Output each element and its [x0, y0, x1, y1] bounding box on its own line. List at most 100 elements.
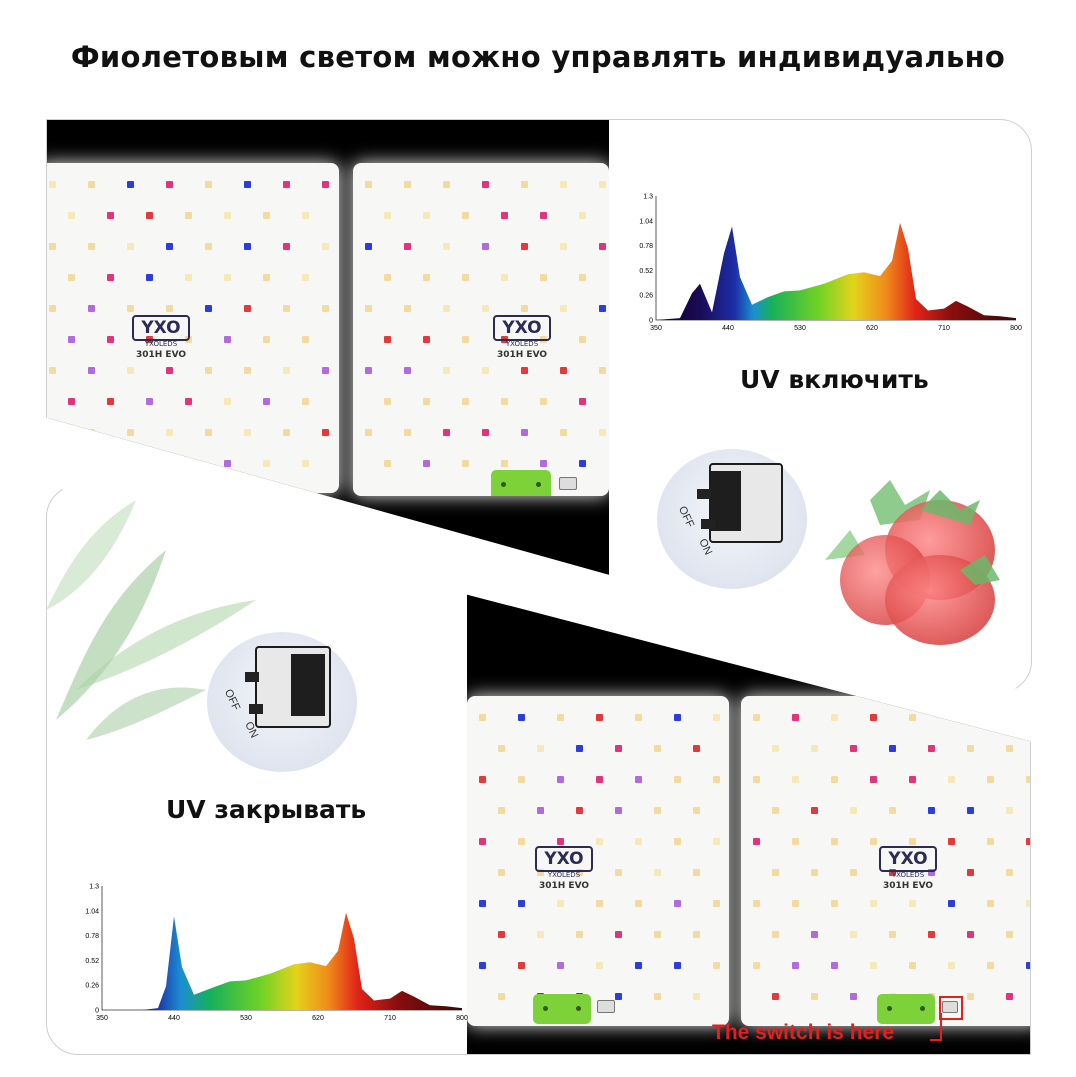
- led-chip: [501, 398, 508, 405]
- led-chip: [479, 900, 486, 907]
- led-chip: [146, 460, 153, 467]
- led-chip: [560, 429, 567, 436]
- led-chip: [576, 869, 583, 876]
- led-chip: [967, 931, 974, 938]
- led-chip: [244, 429, 251, 436]
- led-chip: [967, 993, 974, 1000]
- board-model: 301H EVO: [135, 350, 187, 360]
- led-chip: [693, 931, 700, 938]
- led-chip: [967, 745, 974, 752]
- led-chip: [948, 962, 955, 969]
- led-chip: [384, 460, 391, 467]
- spectrum-area: [102, 912, 462, 1010]
- switch-icon: [597, 1000, 615, 1013]
- led-chip: [107, 212, 114, 219]
- led-chip: [792, 776, 799, 783]
- x-tick-label: 440: [168, 1015, 180, 1022]
- led-chip: [889, 807, 896, 814]
- led-chip: [850, 931, 857, 938]
- led-chip: [772, 745, 779, 752]
- led-chip: [792, 962, 799, 969]
- led-chip: [753, 776, 760, 783]
- led-chip: [635, 838, 642, 845]
- led-chip: [674, 900, 681, 907]
- led-chip: [49, 429, 56, 436]
- switch-icon: [559, 477, 577, 490]
- led-chip: [772, 807, 779, 814]
- led-chip: [498, 931, 505, 938]
- led-chip: [205, 181, 212, 188]
- led-chip: [850, 807, 857, 814]
- led-chip: [772, 869, 779, 876]
- led-chip: [302, 274, 309, 281]
- y-tick-label: 0.78: [85, 933, 99, 940]
- led-chip: [107, 336, 114, 343]
- led-chip: [521, 429, 528, 436]
- board-logo: YXO: [493, 315, 551, 341]
- led-chip: [693, 869, 700, 876]
- led-chip: [462, 212, 469, 219]
- led-chip: [599, 367, 606, 374]
- led-chip: [68, 398, 75, 405]
- led-chip: [615, 745, 622, 752]
- led-chip: [443, 305, 450, 312]
- led-chip: [615, 931, 622, 938]
- x-tick-label: 710: [938, 325, 950, 332]
- led-chip: [205, 367, 212, 374]
- led-chip: [967, 869, 974, 876]
- led-chip: [987, 714, 994, 721]
- led-chip: [244, 181, 251, 188]
- led-chip: [443, 243, 450, 250]
- led-chip: [498, 807, 505, 814]
- led-chip: [322, 429, 329, 436]
- led-chip: [518, 900, 525, 907]
- led-chip: [283, 181, 290, 188]
- led-chip: [127, 243, 134, 250]
- y-tick-label: 1.04: [85, 908, 99, 915]
- x-tick-label: 530: [240, 1015, 252, 1022]
- led-chip: [596, 838, 603, 845]
- led-chip: [693, 745, 700, 752]
- led-chip: [831, 900, 838, 907]
- pointer-arrow-icon: [930, 1039, 942, 1041]
- uv-switch-housing: [877, 994, 935, 1024]
- led-chip: [88, 305, 95, 312]
- led-chip: [68, 274, 75, 281]
- led-chip: [560, 305, 567, 312]
- board-brand: YXOLEDS: [891, 871, 925, 879]
- led-chip: [987, 900, 994, 907]
- led-chip: [870, 838, 877, 845]
- led-chip: [654, 931, 661, 938]
- board-model: 301H EVO: [882, 881, 934, 891]
- led-chip: [560, 367, 567, 374]
- led-chip: [909, 838, 916, 845]
- led-chip: [205, 429, 212, 436]
- led-chip: [948, 900, 955, 907]
- uv-on-label: UV включить: [740, 365, 929, 394]
- led-chip: [831, 838, 838, 845]
- led-chip: [88, 181, 95, 188]
- x-tick-label: 710: [384, 1015, 396, 1022]
- led-chip: [693, 993, 700, 1000]
- led-chip: [205, 305, 212, 312]
- led-chip: [482, 243, 489, 250]
- led-chip: [384, 398, 391, 405]
- switch-slider: [291, 654, 325, 716]
- led-chip: [224, 336, 231, 343]
- led-chip: [713, 776, 720, 783]
- spectrum-chart-uv-off: 350 440 530 620 710 800 0 0.26 0.52 0.78 1.04 1.3: [85, 884, 468, 1023]
- led-chip: [1006, 869, 1013, 876]
- led-chip: [423, 274, 430, 281]
- led-chip: [596, 962, 603, 969]
- led-chip: [404, 367, 411, 374]
- led-chip: [518, 838, 525, 845]
- led-chip: [322, 243, 329, 250]
- led-chip: [127, 181, 134, 188]
- led-chip: [365, 367, 372, 374]
- led-chip: [283, 305, 290, 312]
- strawberry-image: [825, 480, 1000, 645]
- led-chip: [870, 900, 877, 907]
- led-chip: [462, 460, 469, 467]
- led-chip: [365, 243, 372, 250]
- led-chip: [635, 962, 642, 969]
